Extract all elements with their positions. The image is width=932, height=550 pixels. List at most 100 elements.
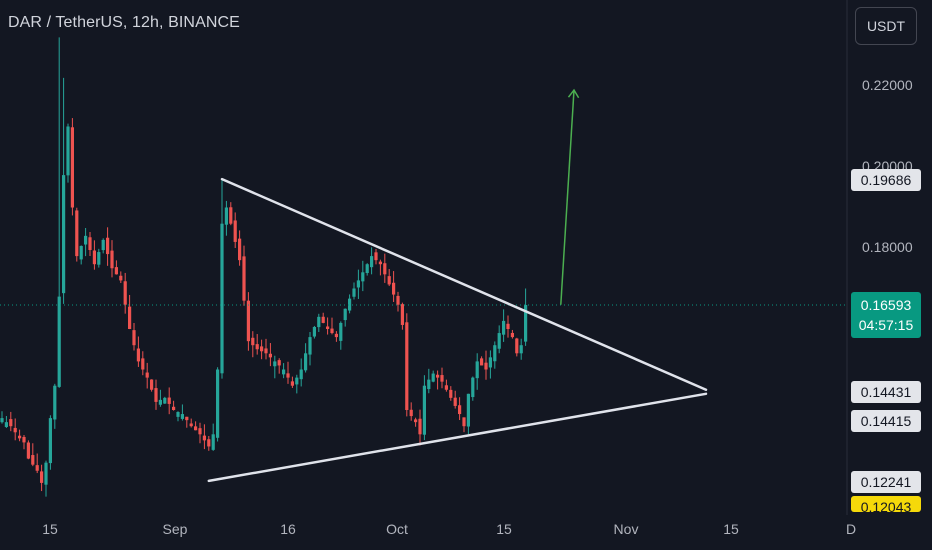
candle-body xyxy=(48,418,52,464)
candle-body xyxy=(88,237,92,251)
candle-body xyxy=(295,377,299,385)
candle-body xyxy=(396,295,400,305)
candle-body xyxy=(290,381,294,386)
candle-body xyxy=(497,333,501,349)
candle-body xyxy=(466,393,470,427)
candle-body xyxy=(13,427,17,433)
candle-body xyxy=(312,326,316,337)
candle-body xyxy=(207,439,211,447)
candle-body xyxy=(9,419,13,427)
candle-body xyxy=(123,281,127,305)
candle-body xyxy=(145,372,149,378)
candle-body xyxy=(229,207,233,224)
price-tick: 0.18000 xyxy=(862,239,913,255)
candle-body xyxy=(97,252,101,265)
chart-title: DAR / TetherUS, 12h, BINANCE xyxy=(8,14,240,31)
candle-body xyxy=(387,276,391,285)
trendline-upper[interactable] xyxy=(220,177,708,391)
candle-body xyxy=(62,175,66,294)
bar-countdown: 04:57:15 xyxy=(858,317,914,333)
candle-body xyxy=(510,332,514,338)
candle-body xyxy=(150,379,154,390)
candle-body xyxy=(392,282,396,295)
time-tick: 15 xyxy=(42,521,58,537)
arrow-head xyxy=(567,88,580,99)
time-tick: 15 xyxy=(496,521,512,537)
trendline-lower[interactable] xyxy=(207,392,708,483)
candle-body xyxy=(471,377,475,398)
candle-body xyxy=(172,406,176,410)
candle-body xyxy=(453,397,457,406)
candle-body xyxy=(277,360,281,366)
candle-body xyxy=(334,333,338,338)
price-tick: 0.22000 xyxy=(862,77,913,93)
candle-body xyxy=(475,361,479,379)
candle-body xyxy=(339,322,343,341)
candle-body xyxy=(440,375,444,382)
candle-body xyxy=(506,323,510,329)
candle-body xyxy=(383,263,387,275)
candle-body xyxy=(189,423,193,427)
candle-body xyxy=(330,328,334,334)
candle-body xyxy=(92,250,96,265)
candle-body xyxy=(268,353,272,358)
price-level-badge: 0.12241 xyxy=(851,471,921,493)
arrow-line[interactable] xyxy=(560,90,575,305)
candle-body xyxy=(405,322,409,410)
candle-body xyxy=(238,238,242,261)
candles-layer xyxy=(0,37,528,497)
candle-body xyxy=(202,435,206,441)
candle-body xyxy=(260,346,264,352)
time-tick: Sep xyxy=(162,521,188,537)
candle-body xyxy=(101,239,105,251)
candle-body xyxy=(18,435,22,439)
candle-body xyxy=(427,379,431,390)
candle-body xyxy=(480,358,484,366)
candle-body xyxy=(462,417,466,427)
candle-body xyxy=(31,455,35,465)
candle-body xyxy=(154,388,158,402)
price-level-badge: 0.14415 xyxy=(851,410,921,432)
current-price-badge: 0.16593 04:57:15 xyxy=(851,292,921,338)
candle-body xyxy=(220,223,224,374)
candle-body xyxy=(374,252,378,261)
candle-body xyxy=(484,362,488,370)
candle-body xyxy=(141,358,145,370)
candle-body xyxy=(444,385,448,390)
candle-body xyxy=(343,308,347,321)
candle-body xyxy=(216,369,220,438)
candle-body xyxy=(409,409,413,417)
candle-body xyxy=(321,316,325,323)
candle-body xyxy=(251,337,255,346)
current-price-value: 0.16593 xyxy=(860,297,912,313)
candle-body xyxy=(515,338,519,354)
candle-body xyxy=(304,353,308,371)
candle-body xyxy=(414,419,418,423)
candle-body xyxy=(194,426,198,431)
candle-body xyxy=(57,296,61,387)
candle-body xyxy=(299,369,303,380)
candle-body xyxy=(53,385,57,420)
candle-body xyxy=(4,422,8,428)
candle-body xyxy=(224,207,228,225)
candle-body xyxy=(128,306,132,329)
candle-body xyxy=(308,337,312,355)
candle-body xyxy=(326,326,330,329)
candle-body xyxy=(361,272,365,282)
price-level-badge: 0.12043 xyxy=(851,496,921,512)
candle-body xyxy=(106,237,110,255)
time-tick: 15 xyxy=(723,521,739,537)
candle-body xyxy=(70,127,74,208)
candle-body xyxy=(176,412,180,417)
candle-body xyxy=(449,389,453,398)
currency-button[interactable]: USDT xyxy=(855,7,917,45)
candle-body xyxy=(44,462,48,485)
candle-body xyxy=(35,465,39,471)
time-tick: Nov xyxy=(613,521,639,537)
candle-body xyxy=(524,304,528,342)
candle-body xyxy=(400,304,404,325)
drawings-layer xyxy=(207,88,708,483)
candle-body xyxy=(132,330,136,346)
candle-body xyxy=(431,373,435,382)
